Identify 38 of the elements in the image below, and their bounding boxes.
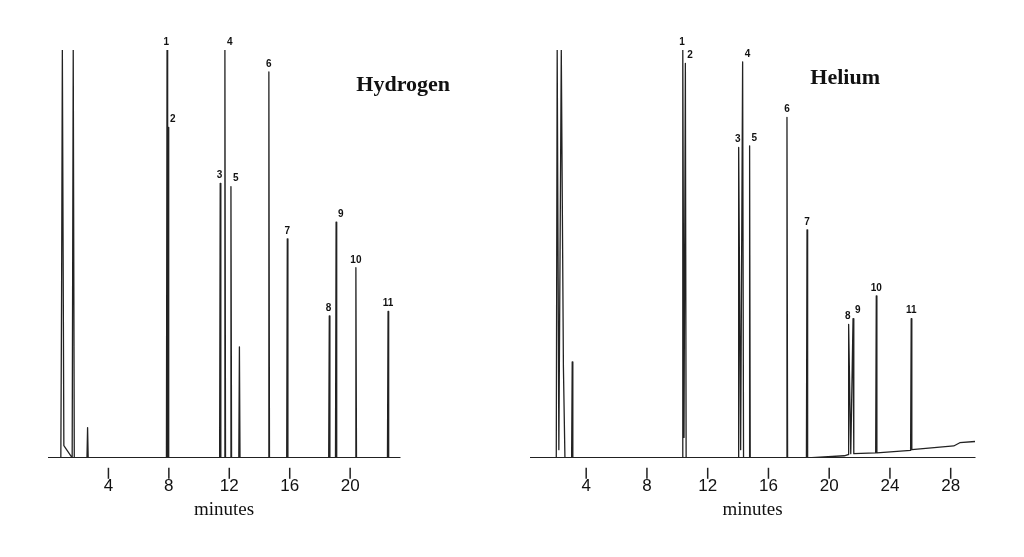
x-tick-label: 12 xyxy=(698,475,718,495)
x-tick-label: 16 xyxy=(758,475,778,495)
text: Helium xyxy=(810,63,880,89)
x-axis-title: minutes xyxy=(722,497,783,519)
annotation: 1 xyxy=(679,35,686,47)
x-tick-label: 28 xyxy=(941,475,961,495)
annotation: 7 xyxy=(804,215,811,227)
annotation: 11 xyxy=(905,304,917,316)
annotation: 4 xyxy=(226,35,233,47)
annotation: 3 xyxy=(216,169,223,181)
annotation: 9 xyxy=(338,207,345,219)
annotation: 8 xyxy=(845,310,852,322)
annotation: 9 xyxy=(855,304,862,316)
annotation: 11 xyxy=(382,297,394,309)
x-tick-label: 24 xyxy=(880,475,900,495)
x-tick-label: 4 xyxy=(581,475,591,495)
text: Hydrogen xyxy=(356,70,450,96)
annotation: 5 xyxy=(751,131,758,143)
annotation: 10 xyxy=(870,281,883,293)
annotation: 10 xyxy=(350,253,362,265)
annotation: 2 xyxy=(170,113,177,125)
x-tick-label: 16 xyxy=(280,475,300,495)
annotation: 2 xyxy=(687,49,694,61)
x-tick-label: 8 xyxy=(164,475,174,495)
x-tick-label: 4 xyxy=(103,475,114,495)
x-tick-label: 20 xyxy=(819,475,839,495)
annotation: 6 xyxy=(784,103,791,115)
annotation: 1 xyxy=(163,35,170,47)
x-tick-label: 8 xyxy=(642,475,652,495)
annotation: 8 xyxy=(325,301,332,313)
annotation: 6 xyxy=(266,57,273,69)
annotation: 5 xyxy=(232,172,239,184)
annotation: 4 xyxy=(744,47,751,59)
x-tick-label: 20 xyxy=(340,475,360,495)
x-axis-title: minutes xyxy=(193,497,255,519)
x-tick-label: 12 xyxy=(219,475,239,495)
annotation: 3 xyxy=(735,133,742,145)
annotation: 7 xyxy=(284,224,291,236)
